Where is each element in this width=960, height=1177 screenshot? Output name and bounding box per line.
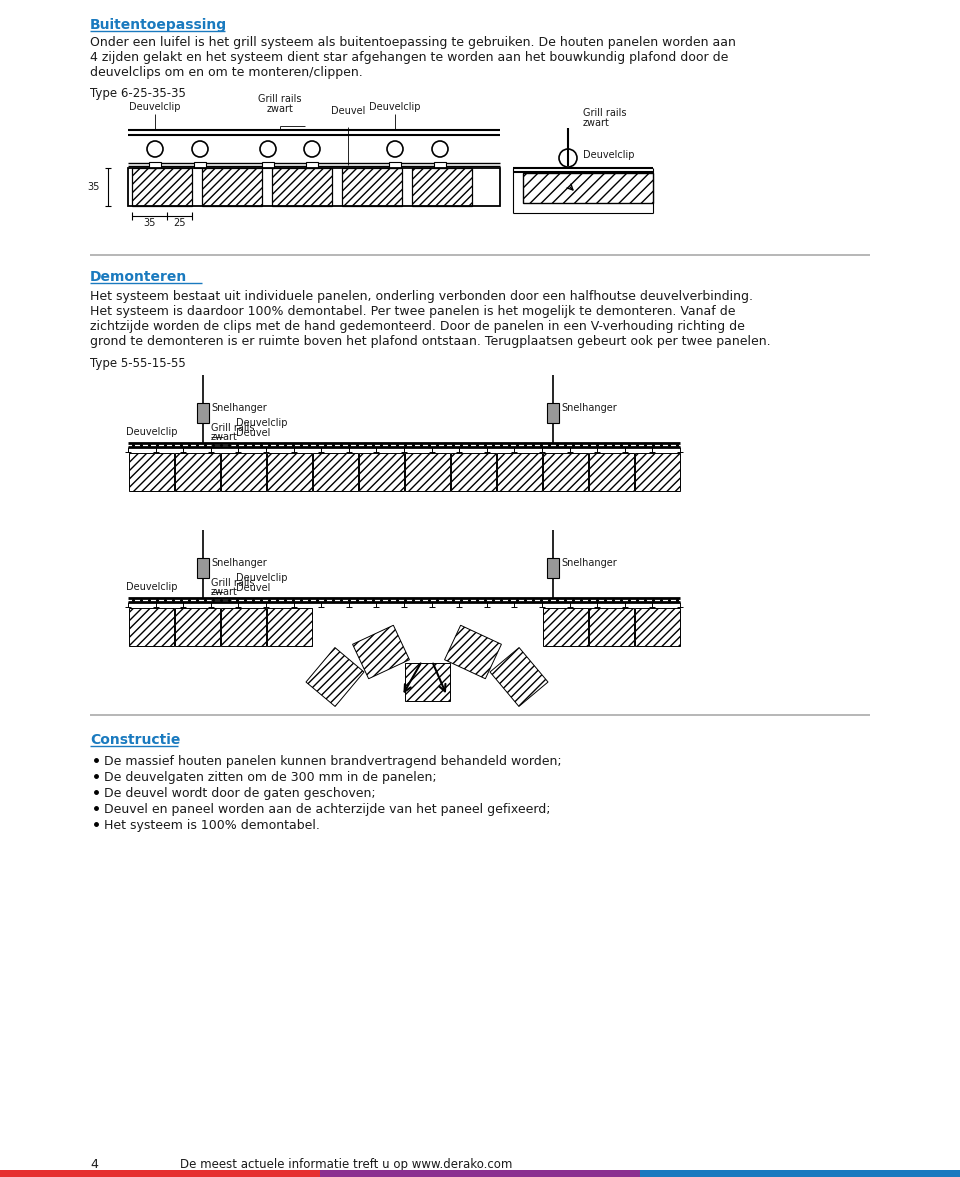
Text: zwart: zwart xyxy=(267,104,294,114)
Bar xyxy=(547,403,559,423)
Text: Grill rails: Grill rails xyxy=(211,423,254,433)
Bar xyxy=(129,453,174,491)
Bar xyxy=(313,453,357,491)
Text: Type 6-25-35-35: Type 6-25-35-35 xyxy=(90,87,186,100)
Text: Deuvelclip: Deuvelclip xyxy=(126,581,178,592)
Bar xyxy=(306,162,318,168)
Polygon shape xyxy=(352,625,409,679)
Text: Het systeem is daardoor 100% demontabel. Per twee panelen is het mogelijk te dem: Het systeem is daardoor 100% demontabel.… xyxy=(90,305,735,318)
Text: zichtzijde worden de clips met de hand gedemonteerd. Door de panelen in een V-ve: zichtzijde worden de clips met de hand g… xyxy=(90,320,745,333)
Bar xyxy=(267,453,311,491)
Polygon shape xyxy=(444,625,501,679)
Bar xyxy=(128,168,500,206)
Text: 4 zijden gelakt en het systeem dient star afgehangen te worden aan het bouwkundi: 4 zijden gelakt en het systeem dient sta… xyxy=(90,51,729,64)
Bar xyxy=(358,453,403,491)
Text: 25: 25 xyxy=(173,218,185,228)
Bar xyxy=(320,1170,640,1177)
Text: Het systeem is 100% demontabel.: Het systeem is 100% demontabel. xyxy=(104,819,320,832)
Text: Deuvel: Deuvel xyxy=(331,106,365,117)
Bar xyxy=(635,453,680,491)
Bar xyxy=(434,162,446,168)
Text: Onder een luifel is het grill systeem als buitentoepassing te gebruiken. De hout: Onder een luifel is het grill systeem al… xyxy=(90,36,736,49)
Bar xyxy=(202,168,262,206)
Bar xyxy=(342,168,402,206)
Text: Deuvelclip: Deuvelclip xyxy=(126,427,178,437)
Polygon shape xyxy=(490,647,548,706)
Text: De meest actuele informatie treft u op www.derako.com: De meest actuele informatie treft u op w… xyxy=(180,1158,513,1171)
Text: Buitentoepassing: Buitentoepassing xyxy=(90,18,228,32)
Bar xyxy=(221,453,266,491)
Text: Grill rails: Grill rails xyxy=(211,578,254,588)
Text: Snelhanger: Snelhanger xyxy=(211,403,267,413)
Text: Deuvel en paneel worden aan de achterzijde van het paneel gefixeerd;: Deuvel en paneel worden aan de achterzij… xyxy=(104,803,550,816)
Text: zwart: zwart xyxy=(211,432,238,443)
Text: Het systeem bestaat uit individuele panelen, onderling verbonden door een halfho: Het systeem bestaat uit individuele pane… xyxy=(90,290,753,302)
Text: zwart: zwart xyxy=(583,118,610,128)
Bar xyxy=(267,609,311,646)
Text: zwart: zwart xyxy=(211,587,238,597)
Bar xyxy=(175,609,220,646)
Text: grond te demonteren is er ruimte boven het plafond ontstaan. Terugplaatsen gebeu: grond te demonteren is er ruimte boven h… xyxy=(90,335,771,348)
Text: Grill rails: Grill rails xyxy=(258,94,301,104)
Bar xyxy=(129,609,174,646)
Bar xyxy=(194,162,206,168)
Bar xyxy=(149,162,161,168)
Bar xyxy=(221,609,266,646)
Bar xyxy=(175,453,220,491)
Bar xyxy=(542,453,588,491)
Text: 35: 35 xyxy=(143,218,156,228)
Bar xyxy=(412,168,472,206)
Bar xyxy=(588,453,634,491)
Text: Deuvel: Deuvel xyxy=(236,583,271,593)
Bar xyxy=(588,609,634,646)
Bar xyxy=(450,453,495,491)
Text: Deuvelclip: Deuvelclip xyxy=(130,102,180,112)
Text: De massief houten panelen kunnen brandvertragend behandeld worden;: De massief houten panelen kunnen brandve… xyxy=(104,754,562,769)
Text: deuvelclips om en om te monteren/clippen.: deuvelclips om en om te monteren/clippen… xyxy=(90,66,363,79)
Bar xyxy=(496,453,541,491)
Text: De deuvelgaten zitten om de 300 mm in de panelen;: De deuvelgaten zitten om de 300 mm in de… xyxy=(104,771,437,784)
Bar xyxy=(635,609,680,646)
Text: De deuvel wordt door de gaten geschoven;: De deuvel wordt door de gaten geschoven; xyxy=(104,787,375,800)
Text: Deuvelclip: Deuvelclip xyxy=(370,102,420,112)
Bar xyxy=(389,162,401,168)
Text: Type 5-55-15-55: Type 5-55-15-55 xyxy=(90,357,185,370)
Polygon shape xyxy=(306,647,364,706)
Bar xyxy=(404,453,449,491)
Bar xyxy=(197,558,209,578)
Bar xyxy=(0,1170,320,1177)
Text: Deuvelclip: Deuvelclip xyxy=(236,573,287,583)
Text: Constructie: Constructie xyxy=(90,733,180,747)
Text: Deuvelclip: Deuvelclip xyxy=(236,418,287,428)
Text: Snelhanger: Snelhanger xyxy=(561,403,616,413)
Bar xyxy=(132,168,192,206)
Text: Snelhanger: Snelhanger xyxy=(561,558,616,568)
Text: Snelhanger: Snelhanger xyxy=(211,558,267,568)
Polygon shape xyxy=(404,663,449,701)
Text: Deuvel: Deuvel xyxy=(236,428,271,438)
Bar xyxy=(197,403,209,423)
Text: 4: 4 xyxy=(90,1158,98,1171)
Bar xyxy=(547,558,559,578)
Bar xyxy=(542,609,588,646)
Bar xyxy=(640,1170,960,1177)
Bar xyxy=(262,162,274,168)
Text: Grill rails: Grill rails xyxy=(583,108,627,118)
Text: Demonteren: Demonteren xyxy=(90,270,187,284)
Text: Deuvelclip: Deuvelclip xyxy=(583,149,635,160)
Bar xyxy=(523,173,653,202)
Bar xyxy=(272,168,332,206)
Text: 35: 35 xyxy=(87,182,100,192)
